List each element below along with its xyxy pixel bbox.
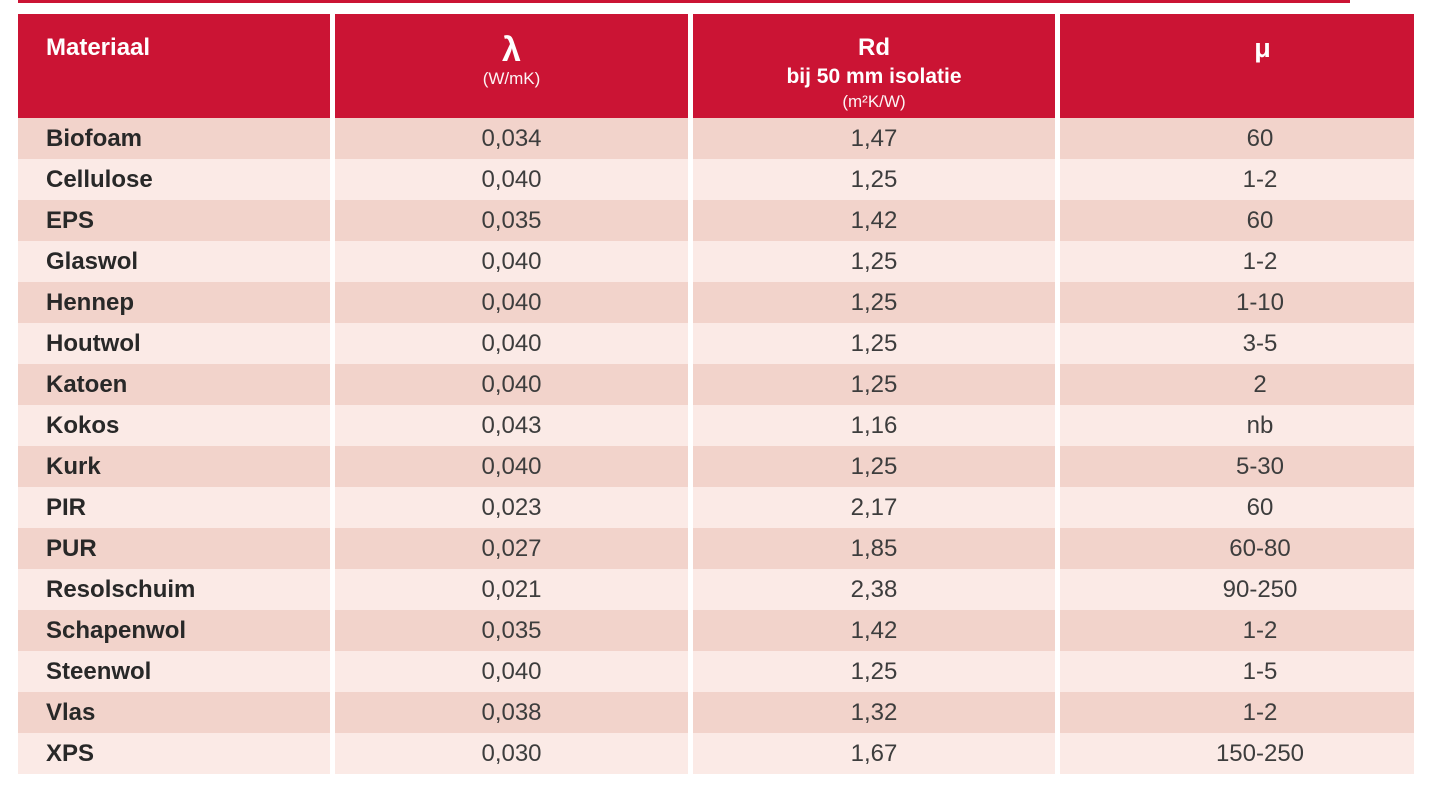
table-row: Biofoam 0,034 1,47 60 bbox=[18, 118, 1414, 159]
cell-materiaal: Schapenwol bbox=[46, 616, 187, 644]
cell-mu: 1-2 bbox=[1055, 241, 1414, 282]
table-row: Resolschuim 0,021 2,38 90-250 bbox=[18, 569, 1414, 610]
cell-lambda: 0,021 bbox=[330, 569, 688, 610]
table-row: Hennep 0,040 1,25 1-10 bbox=[18, 282, 1414, 323]
cell-rd: 1,25 bbox=[688, 241, 1055, 282]
cell-rd: 1,25 bbox=[688, 159, 1055, 200]
header-unit-rd: (m²K/W) bbox=[842, 92, 906, 111]
cell-lambda: 0,040 bbox=[330, 159, 688, 200]
cell-mu: 3-5 bbox=[1055, 323, 1414, 364]
header-title-materiaal: Materiaal bbox=[46, 34, 151, 61]
cell-lambda: 0,034 bbox=[330, 118, 688, 159]
cell-mu: 60-80 bbox=[1055, 528, 1414, 569]
header-cell-rd: Rd bij 50 mm isolatie (m²K/W) bbox=[688, 14, 1055, 118]
cell-mu: 1-5 bbox=[1055, 651, 1414, 692]
cell-rd: 1,47 bbox=[688, 118, 1055, 159]
cell-rd: 1,67 bbox=[688, 733, 1055, 774]
table-row: Steenwol 0,040 1,25 1-5 bbox=[18, 651, 1414, 692]
cell-rd: 1,25 bbox=[688, 282, 1055, 323]
cell-materiaal: Kurk bbox=[46, 452, 101, 480]
cell-mu: 1-2 bbox=[1055, 692, 1414, 733]
cell-rd: 1,25 bbox=[688, 323, 1055, 364]
cell-lambda: 0,040 bbox=[330, 323, 688, 364]
top-edge-strip bbox=[18, 0, 1350, 3]
table-row: EPS 0,035 1,42 60 bbox=[18, 200, 1414, 241]
cell-lambda: 0,040 bbox=[330, 241, 688, 282]
cell-lambda: 0,035 bbox=[330, 200, 688, 241]
cell-rd: 1,85 bbox=[688, 528, 1055, 569]
cell-lambda: 0,040 bbox=[330, 282, 688, 323]
cell-materiaal: Vlas bbox=[46, 698, 96, 726]
table-row: PUR 0,027 1,85 60-80 bbox=[18, 528, 1414, 569]
header-title-rd: Rd bbox=[858, 34, 890, 61]
header-unit-lambda: (W/mK) bbox=[482, 69, 541, 88]
cell-lambda: 0,040 bbox=[330, 651, 688, 692]
table-row: XPS 0,030 1,67 150-250 bbox=[18, 733, 1414, 774]
cell-mu: 60 bbox=[1055, 487, 1414, 528]
insulation-materials-table: Materiaal λ (W/mK) Rd bij 50 mm isolatie… bbox=[18, 14, 1414, 774]
cell-lambda: 0,038 bbox=[330, 692, 688, 733]
cell-rd: 1,42 bbox=[688, 610, 1055, 651]
cell-lambda: 0,030 bbox=[330, 733, 688, 774]
table-body: Biofoam 0,034 1,47 60 Cellulose 0,040 1,… bbox=[18, 118, 1414, 774]
cell-materiaal: Houtwol bbox=[46, 329, 141, 357]
header-title-lambda: λ bbox=[502, 31, 521, 69]
cell-materiaal: Cellulose bbox=[46, 165, 153, 193]
cell-mu: 1-2 bbox=[1055, 159, 1414, 200]
header-cell-lambda: λ (W/mK) bbox=[330, 14, 688, 118]
table-row: PIR 0,023 2,17 60 bbox=[18, 487, 1414, 528]
cell-mu: 90-250 bbox=[1055, 569, 1414, 610]
table-row: Glaswol 0,040 1,25 1-2 bbox=[18, 241, 1414, 282]
cell-mu: 5-30 bbox=[1055, 446, 1414, 487]
cell-rd: 1,16 bbox=[688, 405, 1055, 446]
cell-mu: 60 bbox=[1055, 118, 1414, 159]
cell-rd: 1,25 bbox=[688, 446, 1055, 487]
cell-lambda: 0,040 bbox=[330, 364, 688, 405]
table-row: Schapenwol 0,035 1,42 1-2 bbox=[18, 610, 1414, 651]
cell-materiaal: EPS bbox=[46, 206, 95, 234]
cell-materiaal: Steenwol bbox=[46, 657, 152, 685]
cell-rd: 2,38 bbox=[688, 569, 1055, 610]
cell-rd: 1,32 bbox=[688, 692, 1055, 733]
cell-lambda: 0,027 bbox=[330, 528, 688, 569]
cell-lambda: 0,023 bbox=[330, 487, 688, 528]
table-row: Katoen 0,040 1,25 2 bbox=[18, 364, 1414, 405]
cell-lambda: 0,035 bbox=[330, 610, 688, 651]
table-row: Kurk 0,040 1,25 5-30 bbox=[18, 446, 1414, 487]
cell-materiaal: PUR bbox=[46, 534, 97, 562]
cell-rd: 1,42 bbox=[688, 200, 1055, 241]
cell-lambda: 0,040 bbox=[330, 446, 688, 487]
cell-materiaal: Resolschuim bbox=[46, 575, 196, 603]
cell-rd: 1,25 bbox=[688, 651, 1055, 692]
cell-mu: 1-10 bbox=[1055, 282, 1414, 323]
table-header-row: Materiaal λ (W/mK) Rd bij 50 mm isolatie… bbox=[18, 14, 1414, 118]
table-row: Vlas 0,038 1,32 1-2 bbox=[18, 692, 1414, 733]
cell-mu: 2 bbox=[1055, 364, 1414, 405]
cell-mu: nb bbox=[1055, 405, 1414, 446]
header-cell-mu: μ bbox=[1055, 14, 1414, 118]
cell-materiaal: Kokos bbox=[46, 411, 120, 439]
cell-materiaal: Biofoam bbox=[46, 124, 142, 152]
cell-materiaal: Hennep bbox=[46, 288, 135, 316]
table-row: Houtwol 0,040 1,25 3-5 bbox=[18, 323, 1414, 364]
header-subtitle-rd: bij 50 mm isolatie bbox=[786, 65, 962, 88]
table-row: Kokos 0,043 1,16 nb bbox=[18, 405, 1414, 446]
cell-materiaal: Katoen bbox=[46, 370, 128, 398]
cell-rd: 1,25 bbox=[688, 364, 1055, 405]
cell-mu: 150-250 bbox=[1055, 733, 1414, 774]
cell-mu: 1-2 bbox=[1055, 610, 1414, 651]
cell-mu: 60 bbox=[1055, 200, 1414, 241]
cell-lambda: 0,043 bbox=[330, 405, 688, 446]
table-row: Cellulose 0,040 1,25 1-2 bbox=[18, 159, 1414, 200]
cell-materiaal: Glaswol bbox=[46, 247, 139, 275]
cell-materiaal: PIR bbox=[46, 493, 87, 521]
cell-rd: 2,17 bbox=[688, 487, 1055, 528]
header-title-mu: μ bbox=[1254, 33, 1271, 63]
cell-materiaal: XPS bbox=[46, 739, 95, 767]
header-cell-materiaal: Materiaal bbox=[18, 14, 330, 118]
